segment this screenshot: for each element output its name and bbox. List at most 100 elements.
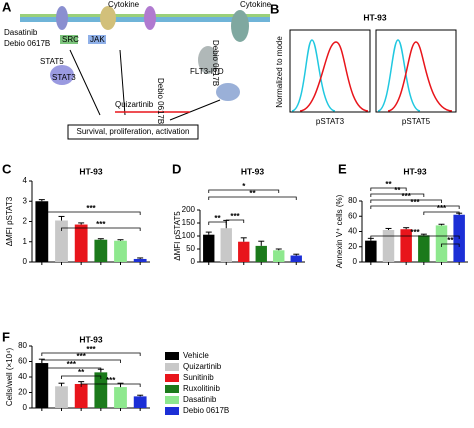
y-tick-label: 40 xyxy=(18,372,27,381)
plot-frame xyxy=(375,29,457,113)
y-label: Normalized to mode xyxy=(275,36,284,108)
bar xyxy=(203,234,215,262)
y-tick-label: 150 xyxy=(182,218,196,227)
significance-bracket xyxy=(208,189,280,193)
legend-swatch xyxy=(165,352,179,360)
significance-bracket xyxy=(41,359,121,363)
y-tick-label: 20 xyxy=(348,242,357,251)
x-label: pSTAT3 xyxy=(316,117,345,126)
bar xyxy=(74,224,88,262)
panel-label: B xyxy=(270,1,279,16)
bar xyxy=(74,383,88,408)
legend-swatch xyxy=(165,385,179,393)
significance-label: ** xyxy=(447,236,454,245)
panel-label: A xyxy=(2,0,12,14)
y-label: ΔMFI pSTAT3 xyxy=(5,196,14,246)
chart-title: HT-93 xyxy=(79,166,102,176)
significance-label: *** xyxy=(86,204,96,213)
receptor xyxy=(144,6,156,30)
legend-label: Quizartinib xyxy=(183,362,222,371)
significance-bracket xyxy=(208,221,227,225)
significance-bracket xyxy=(208,196,297,200)
bar xyxy=(255,245,267,262)
x-label: pSTAT5 xyxy=(402,117,431,126)
legend-label: Ruxolitinib xyxy=(183,384,220,393)
significance-bracket xyxy=(370,193,425,197)
diagram-label: STAT5 xyxy=(40,57,64,66)
diagram-label: Debio 0617B xyxy=(211,40,220,86)
significance-label: ** xyxy=(214,214,221,223)
significance-bracket xyxy=(441,243,460,247)
bar xyxy=(55,220,68,262)
curve-stim xyxy=(299,41,369,112)
significance-bracket xyxy=(370,205,460,209)
significance-label: ** xyxy=(249,189,256,198)
y-tick-label: 0 xyxy=(191,257,196,266)
y-tick-label: 0 xyxy=(353,257,358,266)
bar xyxy=(133,396,147,408)
y-tick-label: 60 xyxy=(348,211,357,220)
panel-title: HT-93 xyxy=(363,12,386,22)
panel-label: E xyxy=(338,161,347,176)
significance-bracket xyxy=(370,235,460,239)
diagram-label: Survival, proliferation, activation xyxy=(77,127,190,136)
significance-label: *** xyxy=(67,360,77,369)
panel-label: D xyxy=(172,161,181,176)
significance-label: *** xyxy=(106,376,116,385)
flt3 xyxy=(198,46,218,74)
bar xyxy=(35,201,49,262)
chart-title: HT-93 xyxy=(403,166,426,176)
kinase-box xyxy=(60,35,78,44)
receptor xyxy=(56,6,68,30)
y-tick-label: 40 xyxy=(348,227,357,236)
bar xyxy=(35,363,49,408)
bar xyxy=(238,241,250,262)
significance-label: *** xyxy=(96,220,106,229)
panel-label: C xyxy=(2,161,12,176)
significance-label: * xyxy=(242,182,246,191)
y-tick-label: 20 xyxy=(18,388,27,397)
significance-label: *** xyxy=(86,345,96,354)
bar xyxy=(114,387,127,408)
outcome-box xyxy=(67,124,199,140)
diagram-shapes xyxy=(20,6,270,140)
significance-bracket xyxy=(423,211,460,215)
arrow xyxy=(169,99,221,121)
y-tick-label: 100 xyxy=(182,231,196,240)
bar xyxy=(290,255,302,262)
significance-label: *** xyxy=(410,228,420,237)
significance-label: ** xyxy=(394,186,401,195)
chart-title: HT-93 xyxy=(241,166,264,176)
significance-bracket xyxy=(225,219,245,223)
significance-bracket xyxy=(370,199,442,203)
y-tick-label: 0 xyxy=(23,403,28,412)
bar xyxy=(273,250,285,262)
significance-label: *** xyxy=(410,198,420,207)
y-tick-label: 80 xyxy=(348,196,357,205)
bar xyxy=(418,235,430,262)
plot-frame xyxy=(289,29,371,113)
significance-label: *** xyxy=(401,192,411,201)
bar xyxy=(365,240,377,262)
kinase-box xyxy=(88,35,106,44)
stat-dimer xyxy=(216,83,240,101)
bar xyxy=(133,258,147,262)
bar xyxy=(94,372,108,408)
diagram-label: SRC xyxy=(62,35,79,44)
bar xyxy=(220,228,232,262)
diagram-label: Cytokine xyxy=(240,0,272,9)
significance-bracket xyxy=(80,383,141,387)
arrow xyxy=(69,49,101,116)
bar xyxy=(382,229,395,262)
curve-control xyxy=(377,39,421,112)
diagram-label: Debio 0617B xyxy=(4,39,50,48)
chart-title: HT-93 xyxy=(79,334,102,344)
diagram-label: FLT3-ITD xyxy=(190,67,224,76)
legend-swatch xyxy=(165,374,179,382)
legend-label: Dasatinib xyxy=(183,395,217,404)
y-tick-label: 200 xyxy=(182,205,196,214)
bar xyxy=(400,229,412,262)
y-label: ΔMFI pSTAT5 xyxy=(173,211,182,261)
legend-swatch xyxy=(165,396,179,404)
